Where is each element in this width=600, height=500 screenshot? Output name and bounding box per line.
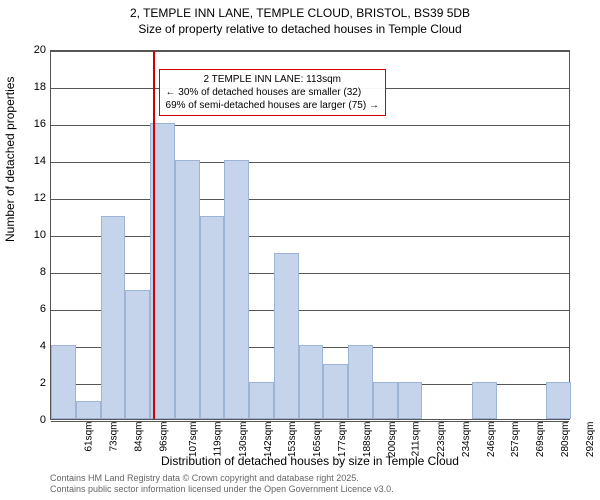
histogram-bar: [200, 216, 225, 420]
histogram-bar: [323, 364, 348, 420]
annotation-box: 2 TEMPLE INN LANE: 113sqm ← 30% of detac…: [159, 69, 386, 116]
histogram-bar: [76, 401, 101, 420]
x-tick-label: 188sqm: [362, 422, 373, 458]
y-tick-label: 0: [26, 414, 46, 426]
y-tick-label: 10: [26, 229, 46, 241]
x-tick-label: 73sqm: [109, 422, 120, 452]
x-tick-label: 234sqm: [461, 422, 472, 458]
y-tick-label: 16: [26, 118, 46, 130]
grid-line: [51, 51, 569, 52]
footer-line2: Contains public sector information licen…: [50, 484, 394, 496]
grid-line: [51, 273, 569, 274]
grid-line: [51, 125, 569, 126]
annotation-line3: 69% of semi-detached houses are larger (…: [166, 99, 379, 112]
x-tick-label: 292sqm: [585, 422, 596, 458]
y-tick-label: 4: [26, 340, 46, 352]
y-tick-label: 2: [26, 377, 46, 389]
histogram-bar: [101, 216, 126, 420]
histogram-bar: [224, 160, 249, 419]
grid-line: [51, 199, 569, 200]
x-tick-label: 165sqm: [312, 422, 323, 458]
histogram-bar: [125, 290, 150, 420]
x-tick-label: 223sqm: [436, 422, 447, 458]
chart-title-line1: 2, TEMPLE INN LANE, TEMPLE CLOUD, BRISTO…: [0, 6, 600, 20]
x-tick-label: 142sqm: [263, 422, 274, 458]
chart-title-line2: Size of property relative to detached ho…: [0, 22, 600, 36]
x-tick-label: 280sqm: [560, 422, 571, 458]
histogram-bar: [175, 160, 200, 419]
histogram-bar: [249, 382, 274, 419]
x-tick-label: 61sqm: [84, 422, 95, 452]
reference-line: [153, 51, 155, 419]
annotation-line2: ← 30% of detached houses are smaller (32…: [166, 86, 379, 99]
y-axis-label: Number of detached properties: [3, 77, 17, 242]
histogram-bar: [398, 382, 423, 419]
footer-line1: Contains HM Land Registry data © Crown c…: [50, 473, 394, 485]
y-tick-label: 8: [26, 266, 46, 278]
grid-line: [51, 236, 569, 237]
chart-container: 2 TEMPLE INN LANE: 113sqm ← 30% of detac…: [50, 50, 570, 420]
x-tick-label: 96sqm: [158, 422, 169, 452]
plot-area: 2 TEMPLE INN LANE: 113sqm ← 30% of detac…: [50, 50, 570, 420]
x-tick-label: 269sqm: [535, 422, 546, 458]
histogram-bar: [274, 253, 299, 420]
x-tick-label: 107sqm: [189, 422, 200, 458]
x-tick-label: 177sqm: [337, 422, 348, 458]
x-tick-label: 211sqm: [411, 422, 422, 457]
y-tick-label: 20: [26, 44, 46, 56]
histogram-bar: [51, 345, 76, 419]
x-tick-label: 257sqm: [510, 422, 521, 458]
x-tick-label: 153sqm: [288, 422, 299, 458]
y-tick-label: 18: [26, 81, 46, 93]
histogram-bar: [299, 345, 324, 419]
histogram-bar: [348, 345, 373, 419]
histogram-bar: [546, 382, 571, 419]
x-axis-label: Distribution of detached houses by size …: [50, 454, 570, 468]
x-tick-label: 84sqm: [133, 422, 144, 452]
y-tick-label: 6: [26, 303, 46, 315]
histogram-bar: [373, 382, 398, 419]
x-tick-label: 200sqm: [387, 422, 398, 458]
footer: Contains HM Land Registry data © Crown c…: [50, 473, 394, 496]
annotation-line1: 2 TEMPLE INN LANE: 113sqm: [166, 73, 379, 86]
grid-line: [51, 162, 569, 163]
y-tick-label: 14: [26, 155, 46, 167]
x-tick-label: 130sqm: [238, 422, 249, 458]
x-tick-label: 119sqm: [213, 422, 224, 457]
x-tick-label: 246sqm: [486, 422, 497, 458]
histogram-bar: [472, 382, 497, 419]
y-tick-label: 12: [26, 192, 46, 204]
